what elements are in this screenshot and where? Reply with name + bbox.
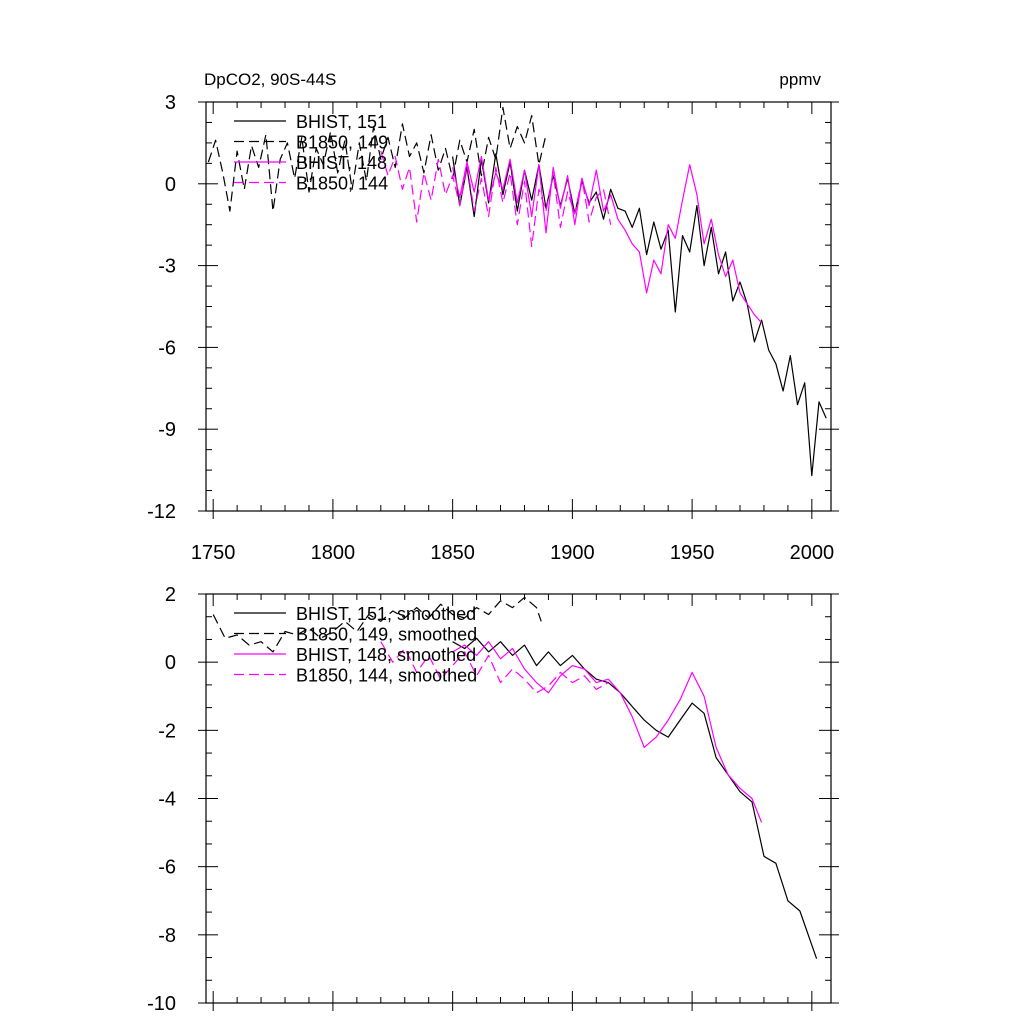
legend-label: B1850, 144, smoothed bbox=[296, 666, 477, 686]
y-tick-label: -10 bbox=[147, 993, 176, 1015]
units-label: ppmv bbox=[779, 70, 821, 89]
series-line-3 bbox=[452, 155, 763, 324]
x-tick-label: 1950 bbox=[670, 542, 715, 564]
series-line-3 bbox=[452, 641, 763, 823]
series-line-1 bbox=[452, 637, 818, 959]
legend-label: BHIST, 151 bbox=[296, 112, 387, 132]
y-tick-label: -12 bbox=[147, 501, 176, 523]
series-line-4 bbox=[380, 150, 612, 248]
y-tick-label: 2 bbox=[165, 584, 176, 606]
legend-label: B1850, 149, smoothed bbox=[296, 625, 477, 645]
legend-label: BHIST, 148, smoothed bbox=[296, 645, 476, 665]
y-tick-label: -6 bbox=[158, 857, 176, 879]
panel-top: DpCO2, 90S-44S ppmv 1750 1800 1850 1900 1950 20… bbox=[147, 70, 839, 564]
series-line-4 bbox=[380, 641, 609, 694]
x-tick-label: 1750 bbox=[191, 542, 236, 564]
legend-label: BHIST, 148 bbox=[296, 153, 387, 173]
y-tick-label: -8 bbox=[158, 925, 176, 947]
x-tick-label: 1800 bbox=[311, 542, 356, 564]
y-tick-label: 0 bbox=[165, 174, 176, 196]
y-tick-label: -3 bbox=[158, 256, 176, 278]
chart-title: DpCO2, 90S-44S bbox=[204, 70, 336, 89]
legend-label: BHIST, 151, smoothed bbox=[296, 604, 476, 624]
legend-label: B1850, 149 bbox=[296, 133, 388, 153]
x-tick-label: 1900 bbox=[550, 542, 595, 564]
y-tick-label: -9 bbox=[158, 419, 176, 441]
series-line-2 bbox=[207, 106, 547, 212]
y-tick-label: -2 bbox=[158, 720, 176, 742]
x-tick-label: 1850 bbox=[430, 542, 475, 564]
y-tick-label: 0 bbox=[165, 652, 176, 674]
y-tick-label: -6 bbox=[158, 337, 176, 359]
y-tick-label: -4 bbox=[158, 789, 176, 811]
legend-label: B1850, 144 bbox=[296, 174, 388, 194]
series-line-2 bbox=[212, 596, 542, 653]
y-tick-label: 3 bbox=[165, 92, 176, 114]
x-tick-label: 2000 bbox=[790, 542, 835, 564]
series-line-1 bbox=[452, 153, 827, 477]
